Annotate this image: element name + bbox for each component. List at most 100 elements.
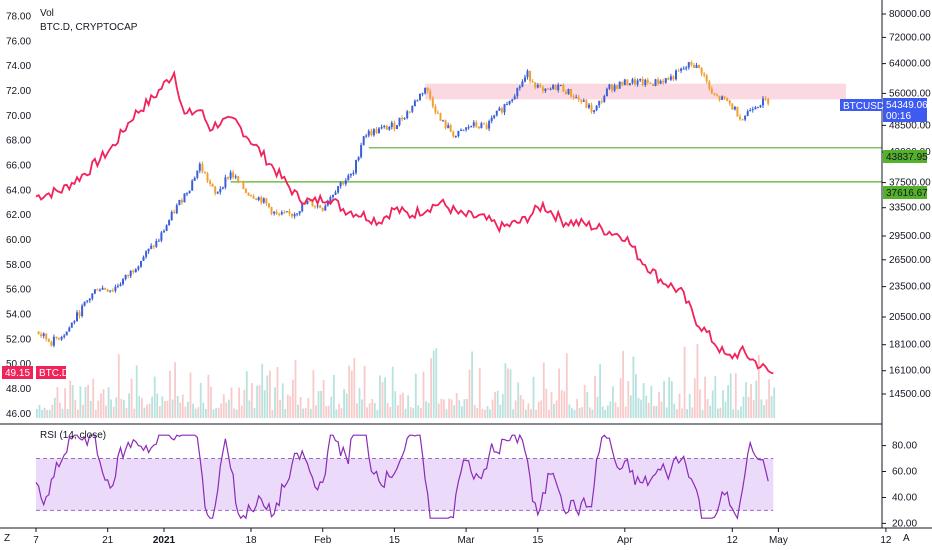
right-axis-tick: 33500.00: [889, 203, 931, 214]
candle-body: [708, 81, 711, 89]
candle-body: [675, 70, 677, 80]
volume-bar: [501, 394, 504, 418]
volume-bar: [97, 400, 100, 418]
left-axis[interactable]: 46.00 48.00 50.00 52.00 54.00 56.00 58.00 60.00…: [6, 11, 31, 419]
volume-bar: [576, 398, 578, 418]
candle-body: [659, 80, 662, 84]
volume-bar: [143, 407, 146, 418]
volume-bar: [110, 399, 112, 418]
rsi-label[interactable]: RSI (14, close): [40, 430, 106, 441]
volume-bar: [686, 409, 688, 418]
candle-body: [308, 200, 311, 202]
auto-scale-button[interactable]: A: [903, 533, 910, 544]
volume-bar: [43, 407, 46, 418]
candle-body: [360, 145, 363, 158]
candle-body: [355, 160, 357, 173]
candle-body: [257, 197, 260, 200]
volume-bar: [243, 389, 246, 418]
time-axis-tick: 21: [102, 535, 114, 546]
candle-body: [216, 192, 219, 194]
volume-bar: [361, 399, 363, 418]
candle-body: [603, 96, 606, 102]
candle-body: [55, 336, 58, 339]
volume-bar: [84, 387, 87, 418]
volume-bar: [79, 386, 82, 418]
volume-bar: [466, 398, 468, 418]
time-axis[interactable]: 7 21 2021 18 Feb 15 Mar 15 Apr 12 May 12: [33, 528, 892, 546]
volume-bar: [36, 409, 38, 418]
volume-bar: [614, 402, 617, 418]
volume-bar: [504, 363, 507, 418]
candle-body: [562, 84, 565, 92]
candle-body: [157, 240, 160, 242]
candle-body: [465, 127, 468, 130]
left-axis-tick: 70.00: [6, 111, 31, 122]
candle-body: [649, 82, 652, 84]
candle-body: [664, 78, 667, 83]
candle-body: [488, 121, 491, 129]
candle-body: [234, 176, 237, 178]
volume-bar: [107, 387, 110, 418]
volume-bar: [491, 399, 494, 418]
volume-bar: [171, 399, 174, 418]
candle-body: [518, 86, 521, 89]
rsi-axis[interactable]: 20.00 40.00 60.00 80.00: [882, 441, 917, 530]
candle-body: [475, 122, 478, 127]
volume-bar: [676, 409, 678, 418]
volume-bar: [299, 397, 302, 418]
volume-bar: [345, 393, 348, 418]
dominance-label[interactable]: BTC.D, CRYPTOCAP: [40, 22, 138, 33]
candle-body: [396, 125, 398, 129]
volume-bar: [245, 371, 248, 418]
right-axis-tick: 37500.00: [889, 178, 931, 189]
volume-bar: [548, 409, 550, 418]
candle-body: [73, 321, 76, 323]
volume-bar: [591, 409, 594, 418]
candle-body: [539, 84, 542, 88]
candle-body: [744, 115, 747, 120]
support-lines[interactable]: [230, 147, 882, 183]
candle-body: [644, 79, 647, 86]
time-axis-tick: 12: [727, 535, 739, 546]
zoom-corner-button[interactable]: Z: [4, 533, 10, 544]
candle-body: [669, 76, 672, 80]
candle-body: [611, 84, 613, 91]
candle-body: [140, 261, 142, 267]
candle-body: [503, 104, 506, 113]
candle-body: [380, 127, 383, 129]
volume-bar: [146, 404, 148, 418]
candle-body: [114, 286, 117, 291]
volume-bar: [199, 383, 202, 418]
candle-body: [81, 305, 84, 316]
candle-body: [390, 122, 393, 127]
candle-body: [434, 106, 437, 113]
volume-bar: [414, 373, 417, 418]
volume-bar: [286, 394, 289, 418]
candle-body: [618, 81, 621, 89]
candle-body: [495, 110, 498, 116]
candle-body: [477, 126, 480, 129]
volume-bar: [128, 393, 130, 418]
candle-body: [316, 205, 319, 207]
volume-bar: [205, 409, 207, 418]
volume-bar: [130, 378, 133, 418]
volume-bar: [612, 386, 614, 418]
candle-body: [572, 96, 575, 98]
volume-bar: [553, 404, 555, 418]
candle-body: [104, 287, 107, 290]
volume-bar: [732, 409, 735, 418]
volume-bar: [650, 385, 653, 418]
volume-bar: [179, 402, 182, 418]
right-axis[interactable]: 14500.00 16100.00 18100.00 20500.00 23500.00…: [882, 9, 931, 400]
candle-body: [198, 163, 201, 171]
volume-bar: [635, 374, 637, 418]
candle-body: [692, 64, 695, 68]
candle-body: [86, 300, 89, 302]
volume-bar: [74, 399, 77, 418]
volume-bar: [706, 399, 709, 418]
candle-body: [96, 289, 99, 291]
candle-body: [273, 211, 276, 214]
candle-body: [449, 125, 452, 132]
volume-bar: [46, 409, 48, 418]
